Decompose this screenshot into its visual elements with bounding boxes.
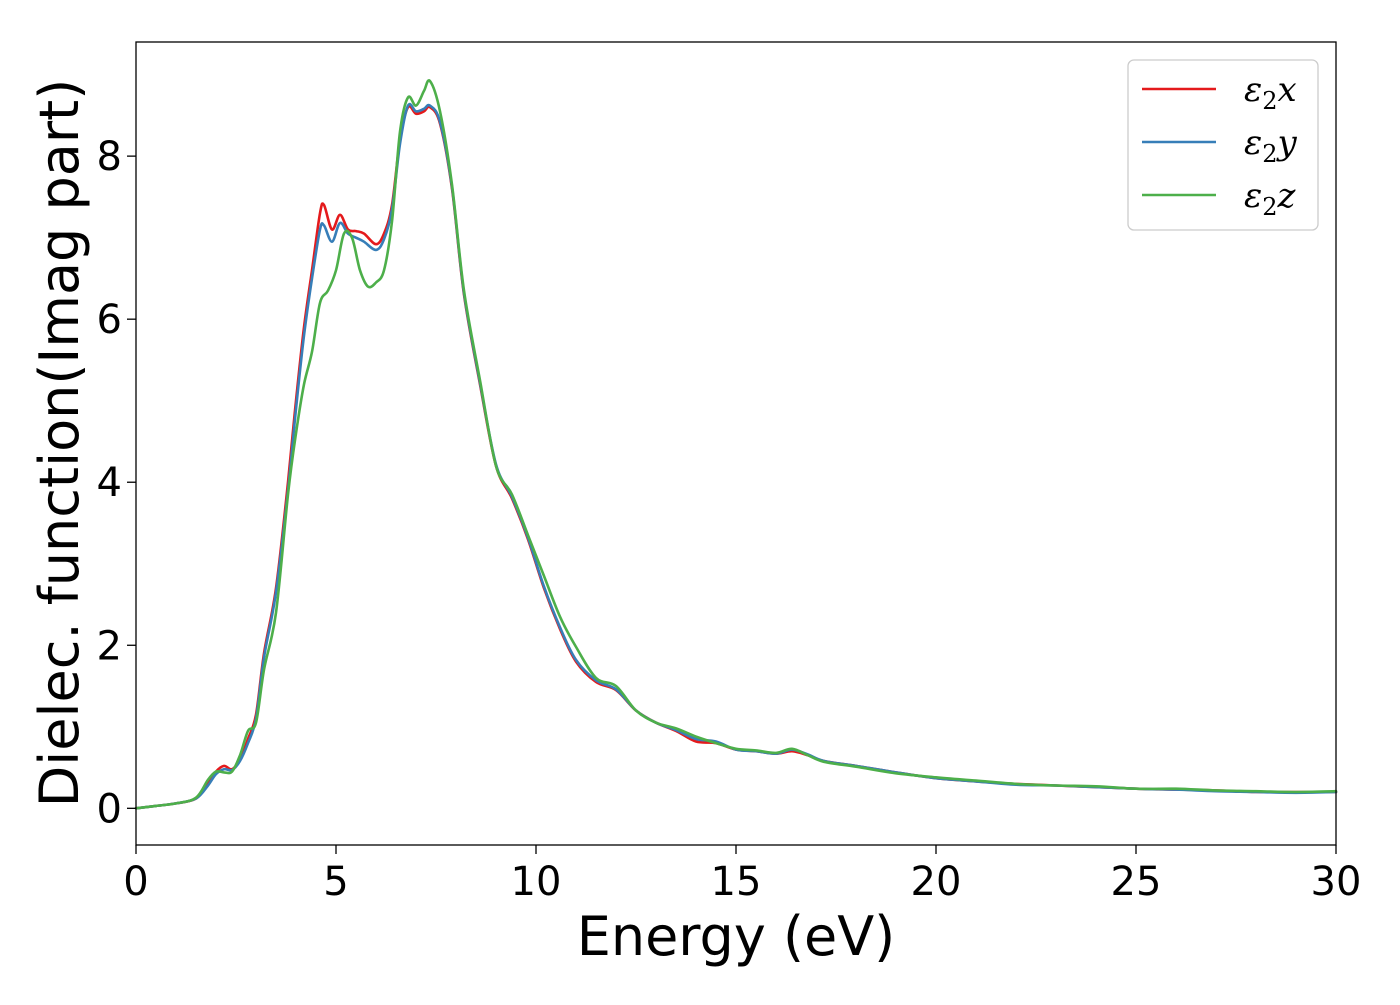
series-line-z bbox=[134, 79, 1338, 810]
x-tick-label: 0 bbox=[123, 859, 148, 905]
x-tick-label: 30 bbox=[1311, 859, 1362, 905]
x-tick-label: 20 bbox=[911, 859, 962, 905]
legend-label-z: ε2z bbox=[1244, 176, 1297, 221]
legend-label-y: ε2y bbox=[1244, 123, 1298, 168]
x-axis-ticks: 0 5 10 15 20 25 30 bbox=[123, 845, 1361, 905]
legend: ε2x ε2y ε2z bbox=[1127, 59, 1319, 231]
y-tick-label: 6 bbox=[97, 297, 122, 343]
x-tick-label: 5 bbox=[323, 859, 348, 905]
x-tick-label: 15 bbox=[711, 859, 762, 905]
legend-box bbox=[1127, 59, 1319, 231]
y-tick-label: 0 bbox=[97, 786, 122, 832]
x-tick-label: 10 bbox=[511, 859, 562, 905]
y-axis-ticks: 0 2 4 6 8 bbox=[97, 134, 136, 832]
legend-entries: ε2x ε2y ε2z bbox=[1142, 70, 1298, 221]
y-tick-label: 2 bbox=[97, 623, 122, 669]
x-axis-title: Energy (eV) bbox=[577, 905, 896, 968]
series-layer bbox=[134, 79, 1338, 810]
y-tick-label: 8 bbox=[97, 134, 122, 180]
x-tick-label: 25 bbox=[1111, 859, 1162, 905]
y-axis-title: Dielec. function(Imag part) bbox=[28, 79, 91, 808]
legend-label-x: ε2x bbox=[1244, 70, 1297, 115]
y-tick-label: 4 bbox=[97, 460, 122, 506]
